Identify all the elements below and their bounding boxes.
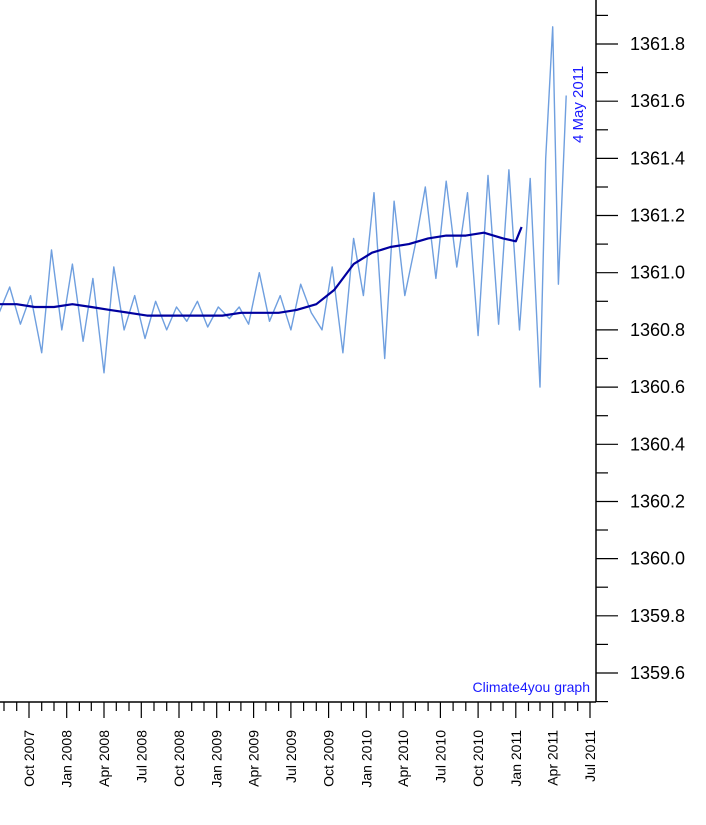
x-tick-label: Oct 2009 [321,730,337,787]
x-tick-label: Jan 2010 [358,730,374,788]
y-tick-label: 1360.2 [630,492,685,512]
x-tick-label: Jan 2009 [209,730,225,788]
y-tick-label: 1361.0 [630,263,685,283]
x-tick-label: Jan 2008 [59,730,75,788]
axis-layer [0,0,618,718]
y-tick-label: 1361.8 [630,34,685,54]
x-tick-label: Oct 2010 [470,730,486,787]
y-tick-label: 1361.4 [630,148,685,168]
x-tick-label: Oct 2008 [171,730,187,787]
y-tick-label: 1360.4 [630,434,685,454]
daily-series-line [0,26,567,388]
x-tick-label: Apr 2009 [246,730,262,787]
x-tick-label: Jan 2011 [508,730,524,787]
y-tick-label: 1359.6 [630,663,685,683]
x-tick-label: Jul 2009 [283,730,299,783]
y-tick-label: 1359.8 [630,606,685,626]
y-tick-label: 1361.2 [630,206,685,226]
series-layer [0,26,567,388]
x-tick-label: Jul 2011 [582,730,598,782]
y-tick-label: 1360.0 [630,549,685,569]
y-tick-label: 1360.6 [630,377,685,397]
date-annotation: 4 May 2011 [570,66,587,143]
label-layer: 1359.6 1359.8 1360.0 1360.2 1360.4 1360.6 1360… [21,34,685,788]
credit-label: Climate4you graph [472,679,590,695]
y-tick-label: 1360.8 [630,320,685,340]
x-tick-label: Jul 2010 [432,730,448,783]
x-tick-label: Apr 2010 [395,730,411,787]
x-tick-label: Apr 2011 [545,730,561,786]
y-tick-label: 1361.6 [630,91,685,111]
x-tick-label: Apr 2008 [96,730,112,787]
smoothed-series-line [0,226,523,317]
x-tick-label: Jul 2008 [133,730,149,783]
x-tick-label: Oct 2007 [21,730,37,787]
